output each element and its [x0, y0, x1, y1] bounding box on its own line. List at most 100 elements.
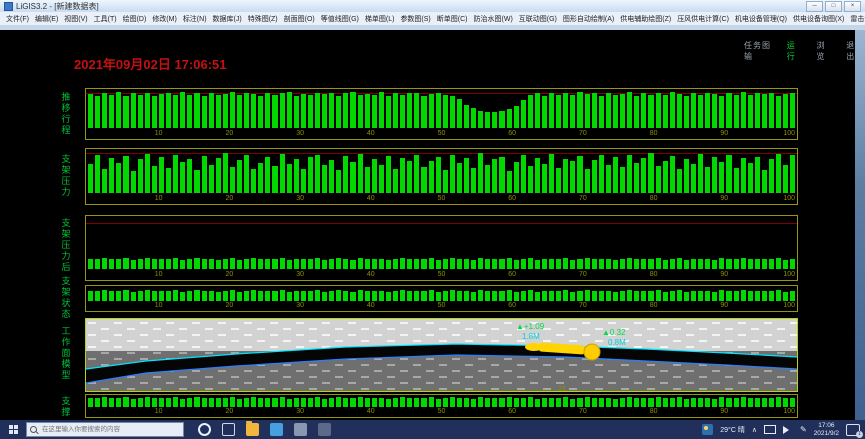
- app-icon[interactable]: [318, 423, 331, 436]
- start-button[interactable]: [0, 420, 26, 439]
- bar: [357, 258, 363, 269]
- bar: [761, 94, 767, 128]
- view-button-exit[interactable]: 退 出: [846, 41, 856, 61]
- menu-item[interactable]: 编辑(E): [34, 15, 59, 23]
- bar: [88, 290, 94, 301]
- working-face-model: ▲+1.09 1.8M ▲0.32 0.8M: [85, 318, 798, 392]
- weather-label[interactable]: 29°C 晴: [720, 426, 745, 434]
- bar: [194, 258, 200, 269]
- bar: [251, 397, 257, 407]
- bar: [634, 259, 640, 269]
- bar: [251, 94, 257, 128]
- menu-item[interactable]: 防治水图(W): [473, 15, 513, 23]
- pen-icon[interactable]: ✎: [799, 425, 807, 434]
- bar: [286, 398, 292, 407]
- menu-item[interactable]: 参数图(S): [400, 15, 431, 23]
- bar: [761, 291, 767, 301]
- bar: [137, 397, 143, 407]
- bar: [123, 156, 129, 193]
- bar: [158, 258, 165, 269]
- bar: [485, 111, 491, 128]
- view-button-task[interactable]: 任务图输: [744, 41, 771, 61]
- bar: [272, 94, 278, 128]
- volume-icon[interactable]: [782, 425, 793, 434]
- menu-item[interactable]: 工具(T): [93, 15, 117, 23]
- bar: [229, 290, 235, 301]
- bar: [705, 291, 711, 301]
- bar: [726, 397, 732, 407]
- menu-item[interactable]: 雷击计算结果(U): [850, 15, 865, 23]
- menu-item[interactable]: 标注(N): [182, 15, 207, 23]
- view-button-run[interactable]: 运 行: [786, 41, 796, 61]
- weather-icon[interactable]: [702, 424, 714, 435]
- menu-item[interactable]: 互联动图(G): [518, 15, 557, 23]
- close-button[interactable]: ×: [844, 0, 861, 12]
- taskbar-clock[interactable]: 17:06 2021/9/2: [814, 422, 839, 438]
- bar: [669, 290, 675, 301]
- menu-item[interactable]: 修改(M): [152, 15, 177, 23]
- system-tray: 29°C 晴 ∧ ✎ 17:06 2021/9/2 1: [702, 422, 865, 438]
- bar: [109, 94, 115, 128]
- action-center-icon[interactable]: 1: [846, 423, 863, 438]
- file-explorer-icon[interactable]: [246, 421, 259, 436]
- bar: [776, 154, 782, 193]
- paint3d-icon[interactable]: [270, 423, 283, 436]
- bar: [258, 290, 264, 301]
- hidden-icons-chevron[interactable]: ∧: [751, 426, 757, 434]
- bar: [357, 153, 363, 193]
- bar: [286, 259, 292, 269]
- menu-item[interactable]: 机电设备管理(Q): [734, 15, 788, 23]
- menu-item[interactable]: 供电设备询图(X): [793, 15, 845, 23]
- bar: [300, 397, 306, 407]
- bar: [378, 397, 384, 407]
- bar: [456, 398, 462, 407]
- bar: [307, 94, 313, 128]
- panel-label-support-status: 支架状态: [61, 276, 71, 319]
- bar: [549, 92, 555, 128]
- cortana-icon[interactable]: [198, 423, 211, 436]
- menu-item[interactable]: 视图(V): [64, 15, 88, 23]
- bar: [222, 258, 228, 269]
- menu-item[interactable]: 断单图(C): [436, 15, 468, 23]
- bar: [173, 95, 179, 128]
- bar: [364, 258, 370, 269]
- bar: [591, 398, 597, 407]
- x-axis-ticks: 10 20 30 40 50 60 70 80 90 100: [88, 195, 795, 203]
- view-button-browse[interactable]: 浏 览: [816, 41, 826, 61]
- bar: [776, 290, 782, 301]
- display-icon[interactable]: [763, 425, 776, 434]
- bar: [95, 96, 101, 128]
- menu-item[interactable]: 剖面图(O): [283, 15, 315, 23]
- bar: [726, 290, 732, 301]
- maximize-button[interactable]: □: [825, 0, 842, 12]
- menu-item[interactable]: 特殊图(Z): [247, 15, 278, 23]
- menu-item[interactable]: 梯单图(L): [364, 15, 395, 23]
- bar: [421, 166, 427, 193]
- search-input[interactable]: [40, 425, 174, 434]
- taskbar-search[interactable]: [26, 422, 184, 437]
- task-view-icon[interactable]: [222, 423, 235, 436]
- menu-item[interactable]: 等值线图(G): [320, 15, 359, 23]
- photos-icon[interactable]: [294, 423, 307, 436]
- bar: [222, 397, 228, 407]
- bar: [456, 99, 462, 128]
- bar: [556, 168, 562, 193]
- bar: [655, 290, 661, 301]
- x-tick-label: 20: [225, 302, 234, 309]
- x-tick-label: 70: [578, 302, 587, 309]
- bar: [158, 290, 165, 301]
- menu-item[interactable]: 供电辅助绘图(Z): [620, 15, 672, 23]
- vertical-scrollbar[interactable]: [855, 30, 865, 420]
- minimize-button[interactable]: ─: [806, 0, 823, 12]
- menu-item[interactable]: 文件(F): [6, 15, 29, 23]
- menu-item[interactable]: 绘图(D): [122, 15, 147, 23]
- bar: [315, 92, 321, 128]
- menu-item[interactable]: 数据库(J): [212, 15, 242, 23]
- bar: [265, 291, 271, 301]
- menu-item[interactable]: 压风供电计算(C): [677, 15, 729, 23]
- bar: [655, 93, 661, 128]
- bar: [726, 258, 732, 269]
- menu-item[interactable]: 图形自动绘制(A): [562, 15, 615, 23]
- bar: [485, 259, 491, 269]
- bar: [620, 290, 626, 301]
